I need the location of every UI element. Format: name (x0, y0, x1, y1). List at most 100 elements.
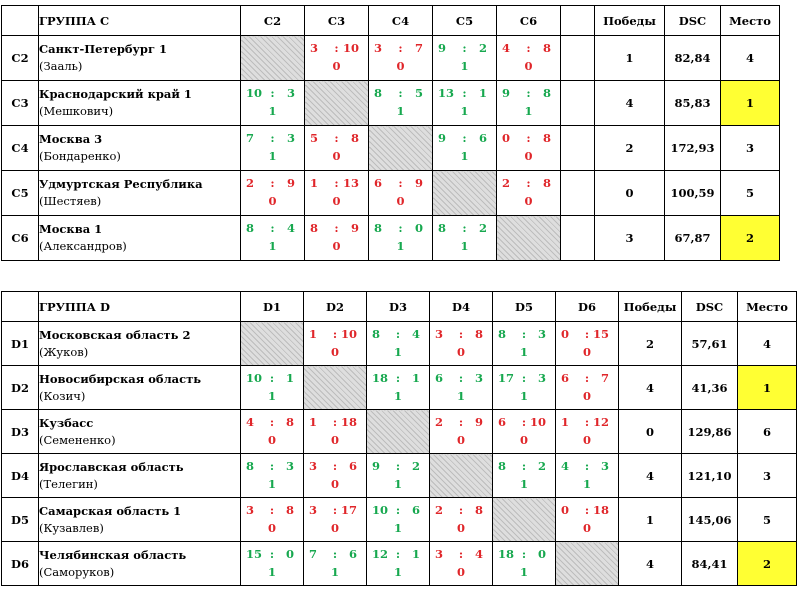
opponent-header: C3 (304, 5, 369, 36)
team-name: Москва 3 (39, 132, 103, 146)
row-code: D6 (1, 541, 39, 586)
match-points: 1 (393, 345, 402, 359)
score-separator: : (270, 131, 275, 145)
match-score-cell: 13:1 1 (432, 80, 497, 126)
coach-name: (Кузавлев) (39, 520, 104, 535)
score-separator: : (395, 327, 401, 341)
match-points: 1 (396, 104, 405, 118)
team-name: Новосибирская область (39, 371, 202, 386)
score-separator: : (395, 547, 401, 561)
match-score-cell: 18:1 1 (366, 365, 430, 410)
score-separator: : (332, 547, 338, 561)
score-own: 1 (310, 176, 319, 190)
score-line: 2:8 (430, 502, 492, 518)
match-points: 1 (268, 149, 277, 163)
coach-name: (Телегин) (39, 476, 98, 491)
team-cell: Челябинская область (Саморуков) (38, 541, 241, 586)
score-opponent: 2 (478, 221, 487, 235)
score-own: 8 (246, 459, 255, 473)
score-separator: : (334, 221, 339, 235)
opponent-header: D6 (555, 291, 619, 322)
score-line: 5:8 (305, 130, 368, 146)
dsc-value: 82,84 (664, 35, 721, 81)
score-opponent: 18 (592, 503, 609, 517)
score-opponent: 10 (342, 41, 359, 55)
match-points: 0 (396, 59, 405, 73)
score-separator: : (395, 503, 401, 517)
score-line: 12:1 (367, 546, 429, 562)
team-cell: Ярославская область (Телегин) (38, 453, 241, 498)
match-points: 0 (582, 345, 591, 359)
score-own: 0 (561, 327, 570, 341)
score-separator: : (269, 371, 275, 385)
score-own: 3 (435, 547, 444, 561)
team-name: Москва 1 (39, 222, 103, 236)
dsc-value: 85,83 (664, 80, 721, 126)
score-opponent: 1 (285, 371, 294, 385)
dsc-value: 84,41 (681, 541, 738, 586)
header-corner (1, 291, 39, 322)
score-separator: : (332, 459, 338, 473)
wins-value: 1 (594, 35, 665, 81)
score-line: 3:10 (305, 40, 368, 56)
dsc-header: DSC (664, 5, 721, 36)
match-points: 1 (524, 104, 533, 118)
coach-name: (Александров) (39, 239, 127, 253)
team-cell: Санкт-Петербург 1 (Зааль) (38, 35, 241, 81)
match-points: 0 (582, 389, 591, 403)
wins-value: 3 (594, 215, 665, 261)
place-value: 4 (737, 321, 797, 366)
score-separator: : (334, 176, 339, 190)
team-cell: Краснодарский край 1 (Мешкович) (38, 80, 241, 126)
score-opponent: 1 (478, 86, 487, 100)
score-own: 9 (502, 86, 511, 100)
match-points: 0 (332, 149, 341, 163)
row-code: C6 (1, 215, 39, 261)
score-opponent: 3 (537, 327, 546, 341)
score-line: 8:3 (493, 326, 555, 342)
team-row: D6 Челябинская область (Саморуков) 15:0 1 7:6… (1, 541, 797, 586)
score-opponent: 8 (285, 503, 294, 517)
score-own: 6 (561, 371, 570, 385)
score-separator: : (332, 503, 338, 517)
score-own: 3 (435, 327, 444, 341)
spacer-cell (560, 80, 595, 126)
score-line: 7:6 (304, 546, 366, 562)
match-points: 1 (460, 239, 469, 253)
match-score-cell: 1:10 0 (303, 321, 367, 366)
team-row: D1 Московская область 2 (Жуков) 1:10 0 8:4 1 3:… (1, 321, 797, 366)
score-line: 15:0 (241, 546, 303, 562)
score-opponent: 13 (342, 176, 359, 190)
score-line: 8:2 (433, 220, 496, 236)
row-code: C4 (1, 125, 39, 171)
match-score-cell: 0:15 0 (555, 321, 619, 366)
match-points: 0 (582, 433, 591, 447)
match-points: 1 (268, 104, 277, 118)
match-score-cell: 12:1 1 (366, 541, 430, 586)
score-line: 0:18 (556, 502, 618, 518)
team-row: D2 Новосибирская область (Козич) 10:1 1 18:1 1… (1, 365, 797, 410)
wins-value: 4 (618, 453, 682, 498)
wins-value: 2 (594, 125, 665, 171)
dsc-value: 41,36 (681, 365, 738, 410)
header-row: ГРУППА С C2 C3 C4 C5 C6 Победы DSC Место (1, 5, 780, 36)
team-cell: Кузбасс (Семененко) (38, 409, 241, 454)
match-points: 1 (456, 389, 465, 403)
score-separator: : (269, 547, 275, 561)
opponent-header: C2 (240, 5, 305, 36)
score-line: 9:2 (433, 40, 496, 56)
score-line: 1:13 (305, 175, 368, 191)
spacer-cell (560, 35, 595, 81)
place-value: 5 (720, 170, 780, 216)
match-points: 0 (330, 477, 339, 491)
group-d-table: ГРУППА D D1 D2 D3 D4 D5 D6 Победы DSC Место D1 Моск… (1, 291, 797, 586)
